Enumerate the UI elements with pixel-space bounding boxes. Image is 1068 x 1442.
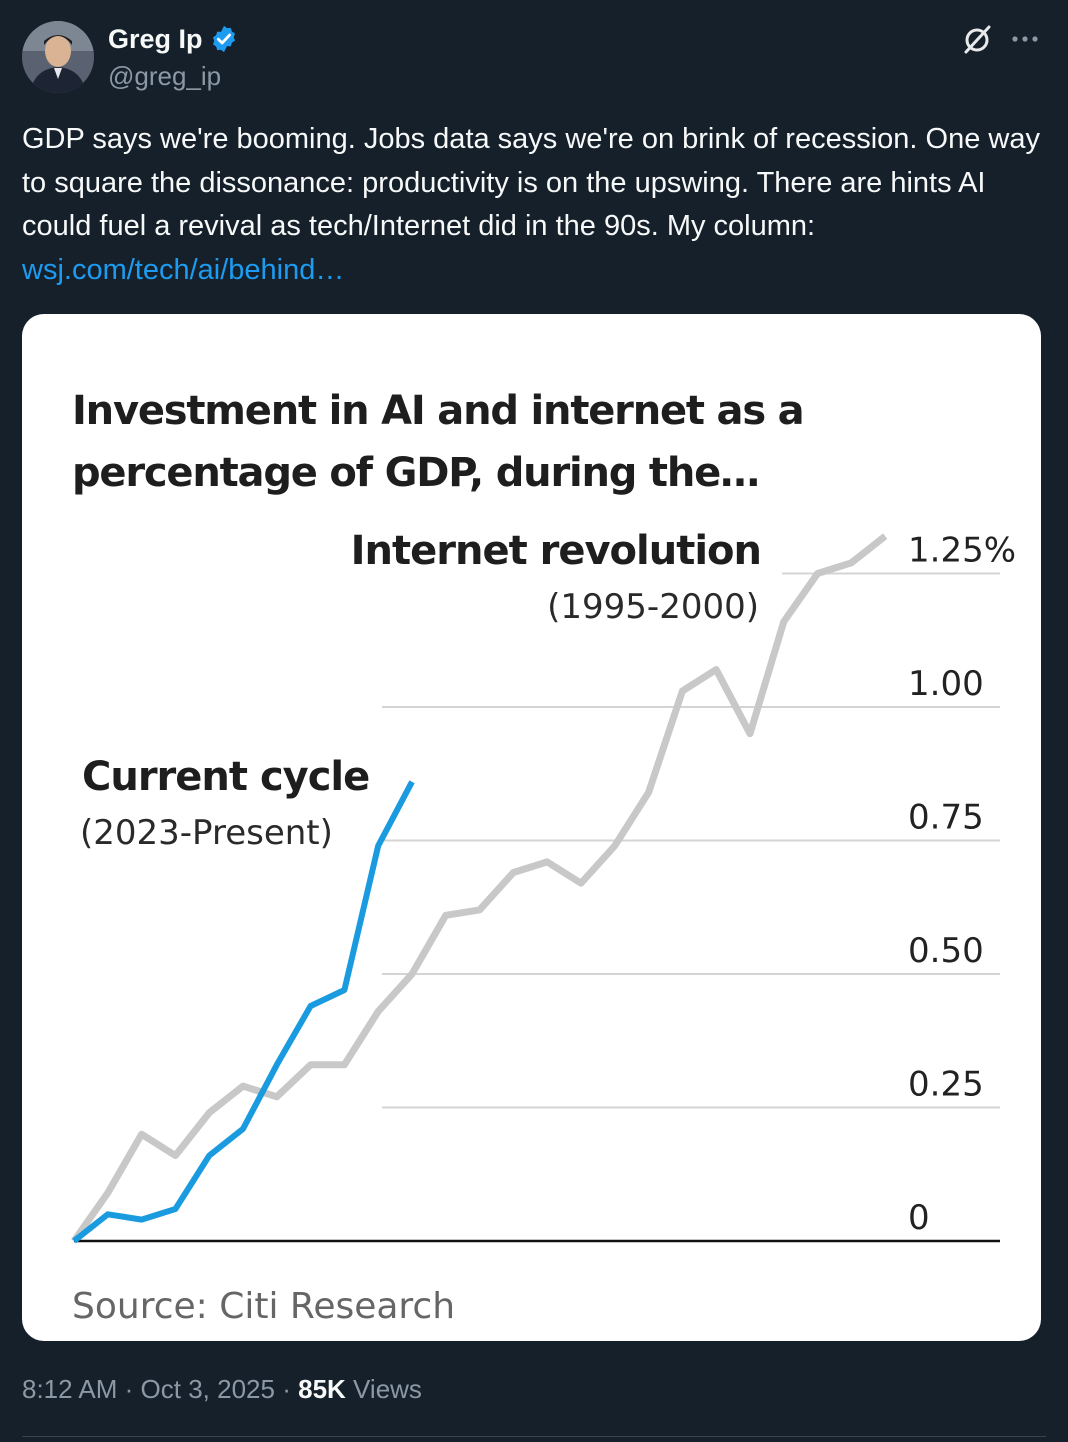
author-name-row[interactable]: Greg Ip [108, 22, 239, 56]
tweet-time[interactable]: 8:12 AM [22, 1374, 118, 1404]
series-sublabel-internet: (1995-2000) [547, 587, 759, 627]
author-name[interactable]: Greg Ip [108, 24, 203, 54]
tweet-text: GDP says we're booming. Jobs data says w… [22, 118, 1052, 292]
meta-separator: · [282, 1374, 291, 1404]
meta-separator: · [124, 1374, 134, 1404]
chart-svg: Investment in AI and internet as a percen… [71, 388, 1016, 1327]
grok-button[interactable] [960, 22, 994, 56]
y-tick-label: 0 [908, 1198, 930, 1238]
y-tick-label: 0.50 [908, 931, 984, 971]
series-sublabel-current: (2023-Present) [80, 813, 333, 853]
views-label: Views [353, 1374, 422, 1404]
grok-icon [964, 25, 991, 54]
avatar[interactable] [22, 21, 94, 93]
more-icon [1012, 36, 1038, 42]
tweet-body: GDP says we're booming. Jobs data says w… [22, 123, 1040, 242]
more-button[interactable] [1008, 22, 1042, 56]
series-label-current: Current cycle [82, 754, 369, 800]
series-label-internet: Internet revolution [351, 528, 761, 574]
y-tick-label: 0.75 [908, 798, 984, 838]
chart-image[interactable]: Investment in AI and internet as a percen… [22, 314, 1041, 1341]
series-line-internet [71, 533, 888, 1244]
chart-source: Source: Citi Research [72, 1286, 455, 1327]
verified-badge-icon [212, 25, 235, 53]
divider [22, 1436, 1046, 1437]
chart-title-line: percentage of GDP, during the… [72, 450, 759, 496]
avatar-photo [22, 21, 94, 93]
y-tick-label: 0.25 [908, 1065, 984, 1105]
series-line-current [72, 780, 415, 1244]
author-handle[interactable]: @greg_ip [108, 61, 222, 91]
tweet-date[interactable]: Oct 3, 2025 [140, 1374, 275, 1404]
views-count: 85K [298, 1374, 346, 1404]
article-link[interactable]: wsj.com/tech/ai/behind… [22, 253, 345, 286]
y-tick-label: 1.00 [908, 664, 984, 704]
tweet-meta: 8:12 AM · Oct 3, 2025 · 85K Views [22, 1372, 422, 1406]
y-tick-label: 1.25% [908, 531, 1016, 571]
chart-title-line: Investment in AI and internet as a [72, 388, 803, 434]
